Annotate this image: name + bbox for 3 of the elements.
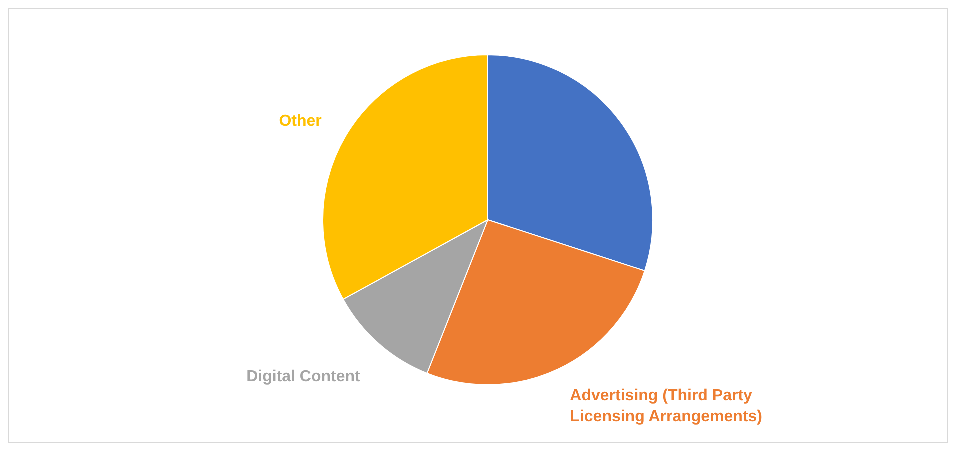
slice-label: Other	[279, 112, 322, 130]
slice-label: Advertising (Third Party Licensing Arrangements)	[570, 388, 763, 426]
slice-label: Digital Content	[246, 368, 362, 386]
